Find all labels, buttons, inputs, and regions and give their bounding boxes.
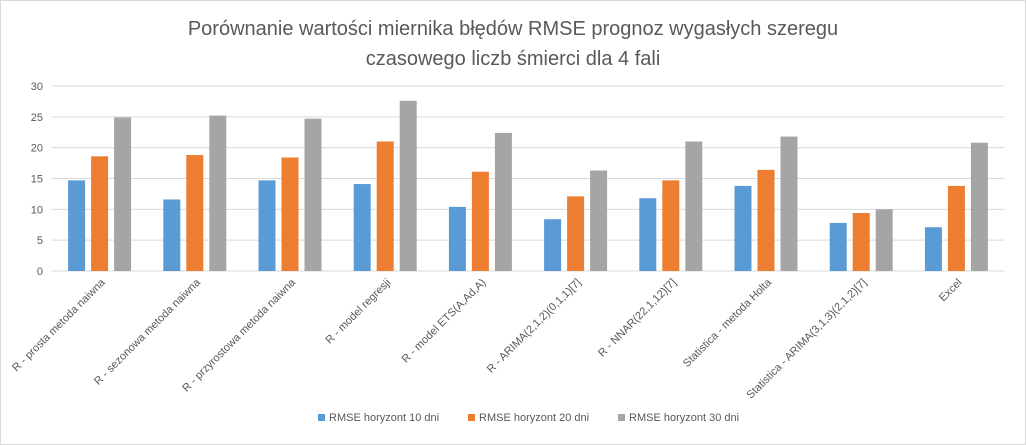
legend-label: RMSE horyzont 10 dni <box>329 412 439 424</box>
legend-swatch <box>318 414 325 421</box>
bar <box>91 156 109 271</box>
bar <box>448 206 466 271</box>
y-tick-label: 15 <box>31 174 43 186</box>
x-tick-label: Statistica - metoda Holta <box>681 276 775 370</box>
bar <box>304 118 322 271</box>
bar <box>209 115 227 271</box>
x-tick-label: R - sezonowa metoda naiwna <box>92 276 204 388</box>
legend-label: RMSE horyzont 30 dni <box>629 412 739 424</box>
bar <box>662 180 680 271</box>
chart-title: Porównanie wartości miernika błędów RMSE… <box>0 14 1026 74</box>
legend-swatch <box>468 414 475 421</box>
bar <box>281 157 299 271</box>
bar <box>685 141 703 271</box>
y-tick-label: 0 <box>37 266 43 278</box>
y-tick-label: 5 <box>37 235 43 247</box>
bar <box>544 219 562 271</box>
bar <box>947 185 965 271</box>
legend-label: RMSE horyzont 20 dni <box>479 412 589 424</box>
bar <box>639 198 657 271</box>
bar <box>114 117 132 271</box>
bar <box>471 171 489 271</box>
bar <box>852 213 870 271</box>
x-tick-label: R - NNAR(22,1,12)[7] <box>596 277 679 360</box>
bar <box>399 100 417 271</box>
bar <box>494 132 512 271</box>
bar <box>970 142 988 271</box>
x-tick-label: R - prosta metoda naiwna <box>10 276 108 374</box>
x-tick-label: Excel <box>937 277 965 305</box>
bar <box>590 170 608 271</box>
bar <box>163 199 181 271</box>
bar <box>567 196 585 271</box>
bar <box>757 169 775 271</box>
x-tick-label: R - ARIMA(2,1,2)(0,1,1)[7] <box>485 277 584 376</box>
bar <box>353 184 371 271</box>
x-tick-label: R - model regresji <box>323 277 393 347</box>
bar <box>186 155 204 271</box>
bar <box>258 180 276 271</box>
bar <box>780 136 798 271</box>
y-tick-label: 10 <box>31 204 43 216</box>
x-tick-label: R - model ETS(A,Ad,A) <box>400 277 489 366</box>
bar <box>734 185 752 271</box>
bar <box>376 141 394 271</box>
bar <box>68 180 86 271</box>
y-tick-label: 30 <box>31 81 43 93</box>
chart-title-line-2: czasowego liczb śmierci dla 4 fali <box>365 48 661 70</box>
y-tick-label: 25 <box>31 112 43 124</box>
chart-title-line-1: Porównanie wartości miernika błędów RMSE… <box>187 18 839 40</box>
bar <box>924 227 942 271</box>
legend-swatch <box>618 414 625 421</box>
bar <box>829 222 847 271</box>
y-tick-label: 20 <box>31 143 43 155</box>
bar <box>875 209 893 271</box>
x-tick-label: R - przyrostowa metoda naiwna <box>180 276 298 394</box>
